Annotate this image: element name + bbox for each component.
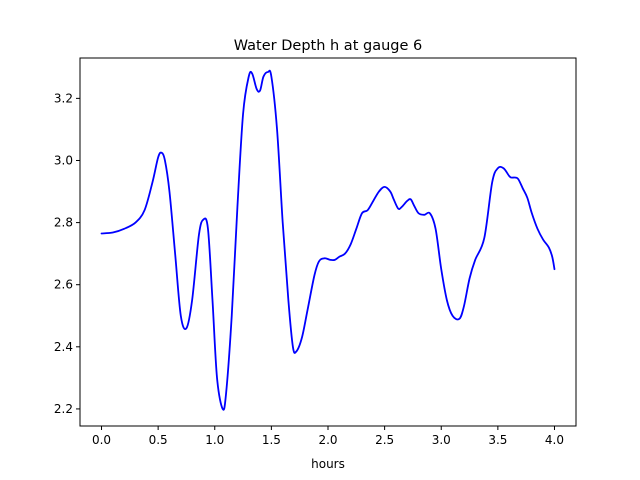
y-tick-label: 2.2 xyxy=(54,402,73,416)
x-tick-label: 3.5 xyxy=(488,433,507,447)
x-tick-label: 0.5 xyxy=(149,433,168,447)
x-tick-label: 4.0 xyxy=(545,433,564,447)
water-depth-series-line xyxy=(100,69,556,411)
axes-frame xyxy=(79,57,577,427)
x-tick-label: 0.0 xyxy=(92,433,111,447)
y-tick-label: 2.8 xyxy=(54,216,73,230)
x-tick-label: 1.5 xyxy=(262,433,281,447)
x-tick-label: 1.0 xyxy=(205,433,224,447)
x-axis-ticks: 0.0 0.5 1.0 1.5 2.0 2.5 3.0 3.5 4.0 xyxy=(92,426,564,447)
x-tick-label: 2.5 xyxy=(375,433,394,447)
y-tick-label: 3.0 xyxy=(54,153,73,167)
y-tick-label: 3.2 xyxy=(54,91,73,105)
y-tick-label: 2.6 xyxy=(54,278,73,292)
x-tick-label: 3.0 xyxy=(432,433,451,447)
chart-title: Water Depth h at gauge 6 xyxy=(234,38,422,54)
x-axis-label: hours xyxy=(311,457,345,471)
x-tick-label: 2.0 xyxy=(318,433,337,447)
y-tick-label: 2.4 xyxy=(54,340,73,354)
y-axis-ticks: 2.2 2.4 2.6 2.8 3.0 3.2 xyxy=(54,91,80,416)
